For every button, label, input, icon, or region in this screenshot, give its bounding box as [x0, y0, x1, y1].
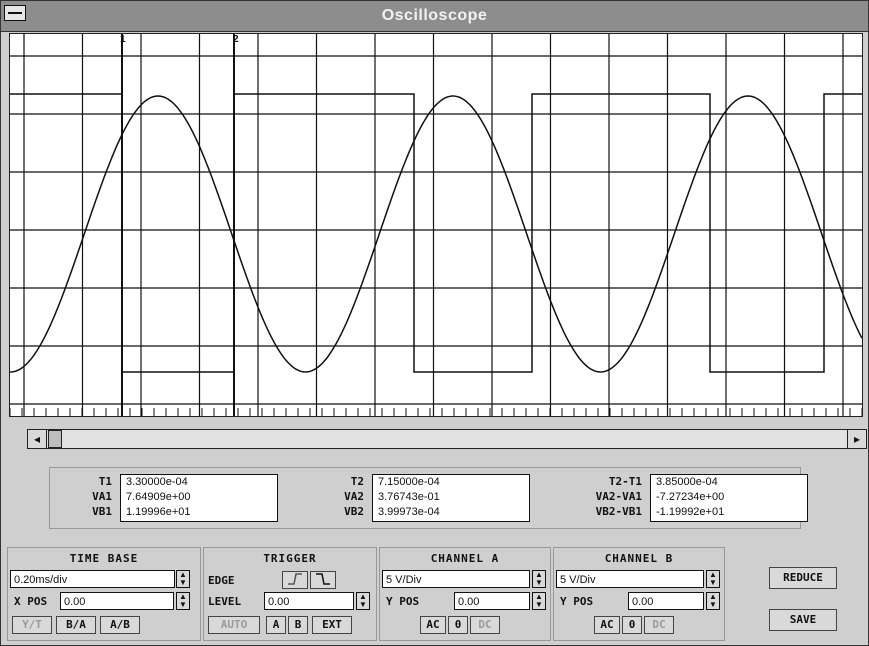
measurement-panel: T1 VA1 VB1 3.30000e-04 7.64909e+00 1.199… — [49, 467, 808, 529]
time-base-field[interactable]: 0.20ms/div — [10, 570, 175, 588]
scroll-thumb[interactable] — [48, 430, 62, 448]
channel-b-title: CHANNEL B — [604, 552, 674, 565]
trigger-title: TRIGGER — [263, 552, 317, 565]
falling-edge-button[interactable] — [310, 571, 336, 589]
x-pos-label: X POS — [14, 595, 48, 608]
x-pos-spinner[interactable]: ▲ ▼ — [176, 592, 190, 610]
time-base-panel: TIME BASE 0.20ms/div ▲ ▼ X POS 0.00 ▲ ▼ Y/… — [7, 547, 201, 641]
difference-readout: 3.85000e-04 -7.27234e+00 -1.19992e+01 — [650, 474, 808, 522]
va2-value: 3.76743e-01 — [378, 491, 440, 503]
t2-value: 7.15000e-04 — [378, 476, 440, 488]
channel-a-ypos-field[interactable]: 0.00 — [454, 592, 530, 610]
dt-value: 3.85000e-04 — [656, 476, 718, 488]
scroll-right-button[interactable]: ▸ — [847, 430, 866, 448]
t2-label: T2 — [350, 475, 364, 488]
title-bar: Oscilloscope — [1, 1, 868, 32]
level-label: LEVEL — [208, 595, 242, 608]
channel-a-scale-field[interactable]: 5 V/Div — [382, 570, 530, 588]
vb1-value: 1.19996e+01 — [126, 506, 191, 518]
window-title: Oscilloscope — [381, 7, 488, 24]
cursor-2-marker[interactable]: 2 — [233, 34, 239, 45]
vb2-value: 3.99973e-04 — [378, 506, 440, 518]
channel-b-panel: CHANNEL B 5 V/Div ▲ ▼ Y POS 0.00 ▲ ▼ AC 0 … — [553, 547, 725, 641]
trigger-a-button[interactable]: A — [266, 616, 286, 634]
channel-a-ypos-spinner[interactable]: ▲ ▼ — [532, 592, 546, 610]
va1-value: 7.64909e+00 — [126, 491, 191, 503]
cursor2-readout: 7.15000e-04 3.76743e-01 3.99973e-04 — [372, 474, 530, 522]
time-base-spinner[interactable]: ▲ ▼ — [176, 570, 190, 588]
ba-button[interactable]: B/A — [56, 616, 96, 634]
dt-label: T2-T1 — [608, 475, 642, 488]
falling-edge-icon — [316, 573, 330, 585]
channel-b-zero-button[interactable]: 0 — [622, 616, 642, 634]
trigger-b-button[interactable]: B — [288, 616, 308, 634]
channel-b-ypos-field[interactable]: 0.00 — [628, 592, 704, 610]
ab-button[interactable]: A/B — [100, 616, 140, 634]
channel-a-ypos-label: Y POS — [386, 595, 420, 608]
channel-a-title: CHANNEL A — [430, 552, 500, 565]
ext-button[interactable]: EXT — [312, 616, 352, 634]
vb2-label: VB2 — [344, 505, 364, 518]
save-button[interactable]: SAVE — [769, 609, 837, 631]
channel-a-sine-trace — [9, 95, 863, 373]
dva-label: VA2-VA1 — [595, 490, 642, 503]
trigger-panel: TRIGGER EDGE LEVEL 0.00 ▲ ▼ AUTO A B EXT — [203, 547, 377, 641]
dvb-value: -1.19992e+01 — [656, 506, 725, 518]
t1-label: T1 — [98, 475, 112, 488]
level-field[interactable]: 0.00 — [264, 592, 354, 610]
channel-b-ac-button[interactable]: AC — [594, 616, 620, 634]
yt-button[interactable]: Y/T — [12, 616, 52, 634]
channel-b-ypos-label: Y POS — [560, 595, 594, 608]
vb1-label: VB1 — [92, 505, 112, 518]
waveform-plot — [9, 34, 863, 416]
channel-b-ypos-spinner[interactable]: ▲ ▼ — [706, 592, 720, 610]
time-base-title: TIME BASE — [69, 552, 139, 565]
channel-a-scale-spinner[interactable]: ▲ ▼ — [532, 570, 546, 588]
horizontal-scrollbar[interactable]: ◂ ▸ — [27, 429, 867, 449]
cursor1-readout: 3.30000e-04 7.64909e+00 1.19996e+01 — [120, 474, 278, 522]
channel-b-square-trace — [10, 93, 862, 373]
dva-value: -7.27234e+00 — [656, 491, 725, 503]
auto-button[interactable]: AUTO — [208, 616, 260, 634]
scope-display: 1 2 — [9, 33, 863, 417]
x-pos-field[interactable]: 0.00 — [60, 592, 174, 610]
channel-a-dc-button[interactable]: DC — [470, 616, 500, 634]
channel-b-dc-button[interactable]: DC — [644, 616, 674, 634]
rising-edge-button[interactable] — [282, 571, 308, 589]
t1-value: 3.30000e-04 — [126, 476, 188, 488]
channel-a-panel: CHANNEL A 5 V/Div ▲ ▼ Y POS 0.00 ▲ ▼ AC 0 … — [379, 547, 551, 641]
system-menu-icon[interactable] — [4, 5, 26, 21]
reduce-button[interactable]: REDUCE — [769, 567, 837, 589]
edge-label: EDGE — [208, 574, 235, 587]
va2-label: VA2 — [344, 490, 364, 503]
channel-b-scale-field[interactable]: 5 V/Div — [556, 570, 704, 588]
va1-label: VA1 — [92, 490, 112, 503]
channel-a-ac-button[interactable]: AC — [420, 616, 446, 634]
rising-edge-icon — [288, 573, 302, 585]
channel-b-scale-spinner[interactable]: ▲ ▼ — [706, 570, 720, 588]
cursor-1-marker[interactable]: 1 — [120, 34, 126, 45]
dvb-label: VB2-VB1 — [595, 505, 642, 518]
level-spinner[interactable]: ▲ ▼ — [356, 592, 370, 610]
cursor-markers: 1 2 — [10, 34, 862, 48]
channel-a-zero-button[interactable]: 0 — [448, 616, 468, 634]
scroll-left-button[interactable]: ◂ — [28, 430, 47, 448]
